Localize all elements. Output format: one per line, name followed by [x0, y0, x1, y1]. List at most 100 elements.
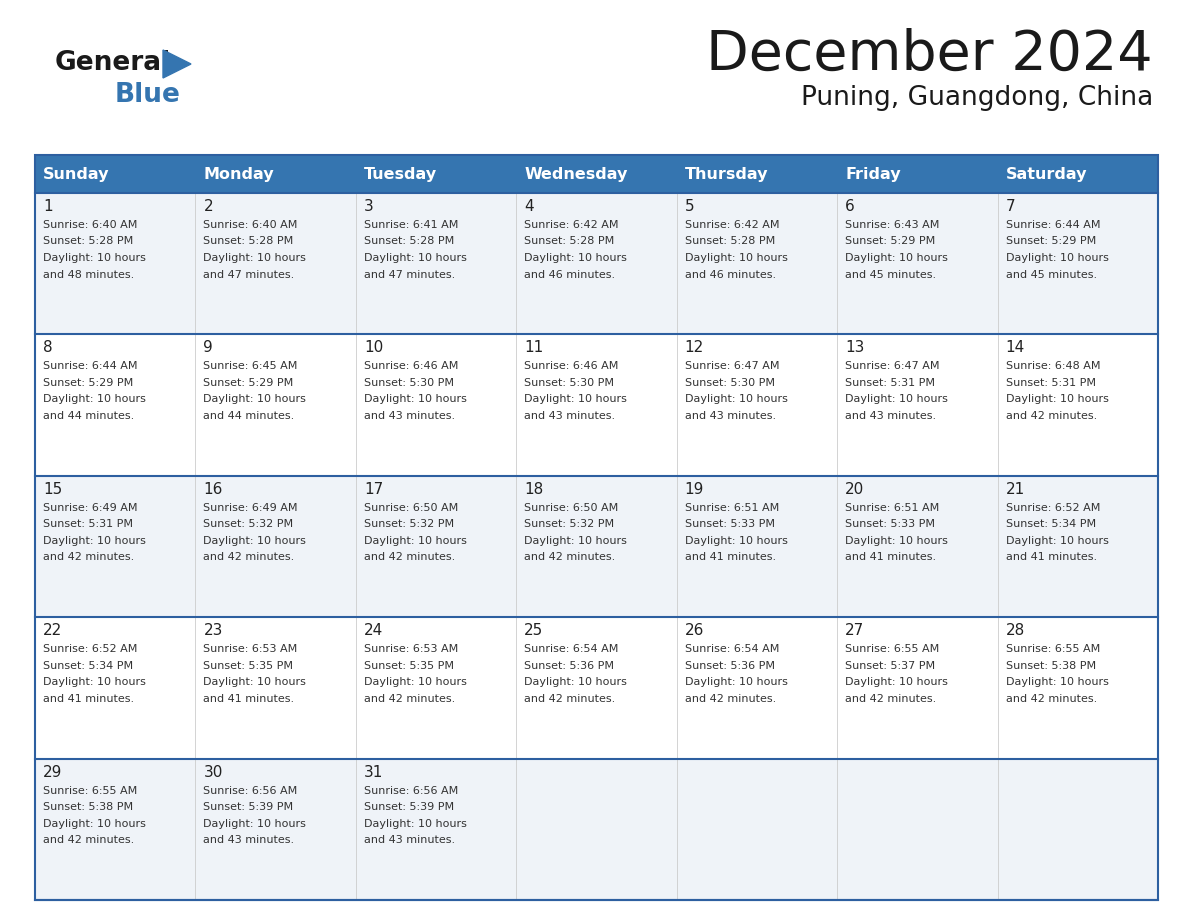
Text: Sunset: 5:29 PM: Sunset: 5:29 PM	[203, 378, 293, 388]
Text: Daylight: 10 hours: Daylight: 10 hours	[845, 395, 948, 405]
Polygon shape	[163, 50, 191, 78]
Text: 30: 30	[203, 765, 223, 779]
Text: Daylight: 10 hours: Daylight: 10 hours	[1005, 395, 1108, 405]
Text: Sunrise: 6:56 AM: Sunrise: 6:56 AM	[203, 786, 298, 796]
Text: Sunrise: 6:40 AM: Sunrise: 6:40 AM	[203, 220, 298, 230]
Text: Wednesday: Wednesday	[524, 166, 627, 182]
Text: 22: 22	[43, 623, 62, 638]
Text: Daylight: 10 hours: Daylight: 10 hours	[684, 253, 788, 263]
Text: and 43 minutes.: and 43 minutes.	[364, 835, 455, 845]
Text: Sunset: 5:34 PM: Sunset: 5:34 PM	[43, 661, 133, 671]
Text: and 44 minutes.: and 44 minutes.	[203, 411, 295, 420]
Bar	[34, 334, 1158, 476]
Text: 29: 29	[43, 765, 63, 779]
Text: Sunset: 5:33 PM: Sunset: 5:33 PM	[684, 520, 775, 530]
Text: and 42 minutes.: and 42 minutes.	[1005, 411, 1097, 420]
Text: 12: 12	[684, 341, 704, 355]
Text: Sunset: 5:30 PM: Sunset: 5:30 PM	[524, 378, 614, 388]
Text: Daylight: 10 hours: Daylight: 10 hours	[364, 677, 467, 688]
Text: 14: 14	[1005, 341, 1025, 355]
Text: 26: 26	[684, 623, 704, 638]
Text: Sunset: 5:29 PM: Sunset: 5:29 PM	[43, 378, 133, 388]
Text: Sunset: 5:28 PM: Sunset: 5:28 PM	[364, 237, 454, 247]
Text: 4: 4	[524, 199, 533, 214]
Text: Daylight: 10 hours: Daylight: 10 hours	[684, 677, 788, 688]
Text: Sunset: 5:29 PM: Sunset: 5:29 PM	[1005, 237, 1095, 247]
Text: Daylight: 10 hours: Daylight: 10 hours	[845, 536, 948, 546]
Text: 7: 7	[1005, 199, 1016, 214]
Text: Sunset: 5:33 PM: Sunset: 5:33 PM	[845, 520, 935, 530]
Text: Sunset: 5:28 PM: Sunset: 5:28 PM	[524, 237, 614, 247]
Text: Sunrise: 6:47 AM: Sunrise: 6:47 AM	[684, 362, 779, 372]
Text: Daylight: 10 hours: Daylight: 10 hours	[524, 677, 627, 688]
Text: Daylight: 10 hours: Daylight: 10 hours	[1005, 253, 1108, 263]
Text: Puning, Guangdong, China: Puning, Guangdong, China	[801, 85, 1154, 111]
Text: Sunrise: 6:42 AM: Sunrise: 6:42 AM	[524, 220, 619, 230]
Text: Sunrise: 6:55 AM: Sunrise: 6:55 AM	[43, 786, 138, 796]
Text: and 46 minutes.: and 46 minutes.	[524, 270, 615, 279]
Text: Sunrise: 6:45 AM: Sunrise: 6:45 AM	[203, 362, 298, 372]
Bar	[34, 155, 1158, 193]
Text: 27: 27	[845, 623, 865, 638]
Text: Daylight: 10 hours: Daylight: 10 hours	[203, 819, 307, 829]
Text: 8: 8	[43, 341, 52, 355]
Text: Sunset: 5:34 PM: Sunset: 5:34 PM	[1005, 520, 1095, 530]
Text: Daylight: 10 hours: Daylight: 10 hours	[1005, 536, 1108, 546]
Text: Sunrise: 6:46 AM: Sunrise: 6:46 AM	[364, 362, 459, 372]
Text: 15: 15	[43, 482, 62, 497]
Text: and 43 minutes.: and 43 minutes.	[684, 411, 776, 420]
Text: and 41 minutes.: and 41 minutes.	[845, 553, 936, 563]
Text: 11: 11	[524, 341, 544, 355]
Text: Daylight: 10 hours: Daylight: 10 hours	[203, 395, 307, 405]
Text: and 44 minutes.: and 44 minutes.	[43, 411, 134, 420]
Text: General: General	[55, 50, 171, 76]
Text: Saturday: Saturday	[1005, 166, 1087, 182]
Text: and 42 minutes.: and 42 minutes.	[1005, 694, 1097, 704]
Text: Sunrise: 6:51 AM: Sunrise: 6:51 AM	[845, 503, 940, 513]
Text: 5: 5	[684, 199, 694, 214]
Text: and 48 minutes.: and 48 minutes.	[43, 270, 134, 279]
Text: and 42 minutes.: and 42 minutes.	[684, 694, 776, 704]
Text: and 41 minutes.: and 41 minutes.	[203, 694, 295, 704]
Text: Sunset: 5:28 PM: Sunset: 5:28 PM	[43, 237, 133, 247]
Bar	[34, 617, 1158, 758]
Text: Sunset: 5:28 PM: Sunset: 5:28 PM	[203, 237, 293, 247]
Text: Sunset: 5:29 PM: Sunset: 5:29 PM	[845, 237, 935, 247]
Text: Daylight: 10 hours: Daylight: 10 hours	[43, 819, 146, 829]
Text: Daylight: 10 hours: Daylight: 10 hours	[364, 536, 467, 546]
Text: and 42 minutes.: and 42 minutes.	[524, 553, 615, 563]
Text: Sunset: 5:30 PM: Sunset: 5:30 PM	[684, 378, 775, 388]
Text: Sunrise: 6:44 AM: Sunrise: 6:44 AM	[43, 362, 138, 372]
Text: and 43 minutes.: and 43 minutes.	[203, 835, 295, 845]
Text: Sunrise: 6:52 AM: Sunrise: 6:52 AM	[43, 644, 138, 655]
Text: and 41 minutes.: and 41 minutes.	[684, 553, 776, 563]
Text: Sunrise: 6:49 AM: Sunrise: 6:49 AM	[43, 503, 138, 513]
Text: Sunset: 5:38 PM: Sunset: 5:38 PM	[1005, 661, 1095, 671]
Text: 20: 20	[845, 482, 865, 497]
Text: Sunrise: 6:43 AM: Sunrise: 6:43 AM	[845, 220, 940, 230]
Text: Sunrise: 6:50 AM: Sunrise: 6:50 AM	[364, 503, 459, 513]
Text: 23: 23	[203, 623, 223, 638]
Text: 1: 1	[43, 199, 52, 214]
Text: 10: 10	[364, 341, 383, 355]
Text: Sunset: 5:32 PM: Sunset: 5:32 PM	[524, 520, 614, 530]
Text: Tuesday: Tuesday	[364, 166, 437, 182]
Text: Daylight: 10 hours: Daylight: 10 hours	[524, 395, 627, 405]
Text: and 42 minutes.: and 42 minutes.	[845, 694, 936, 704]
Text: Daylight: 10 hours: Daylight: 10 hours	[684, 536, 788, 546]
Text: 16: 16	[203, 482, 223, 497]
Text: Daylight: 10 hours: Daylight: 10 hours	[43, 536, 146, 546]
Text: Sunrise: 6:55 AM: Sunrise: 6:55 AM	[845, 644, 940, 655]
Text: Sunrise: 6:53 AM: Sunrise: 6:53 AM	[203, 644, 298, 655]
Text: 3: 3	[364, 199, 373, 214]
Text: Sunrise: 6:42 AM: Sunrise: 6:42 AM	[684, 220, 779, 230]
Text: Sunrise: 6:40 AM: Sunrise: 6:40 AM	[43, 220, 138, 230]
Text: and 42 minutes.: and 42 minutes.	[364, 694, 455, 704]
Text: Sunset: 5:31 PM: Sunset: 5:31 PM	[1005, 378, 1095, 388]
Bar	[34, 476, 1158, 617]
Text: Daylight: 10 hours: Daylight: 10 hours	[203, 536, 307, 546]
Text: Daylight: 10 hours: Daylight: 10 hours	[43, 253, 146, 263]
Text: Daylight: 10 hours: Daylight: 10 hours	[203, 253, 307, 263]
Text: Sunrise: 6:51 AM: Sunrise: 6:51 AM	[684, 503, 779, 513]
Text: Sunrise: 6:47 AM: Sunrise: 6:47 AM	[845, 362, 940, 372]
